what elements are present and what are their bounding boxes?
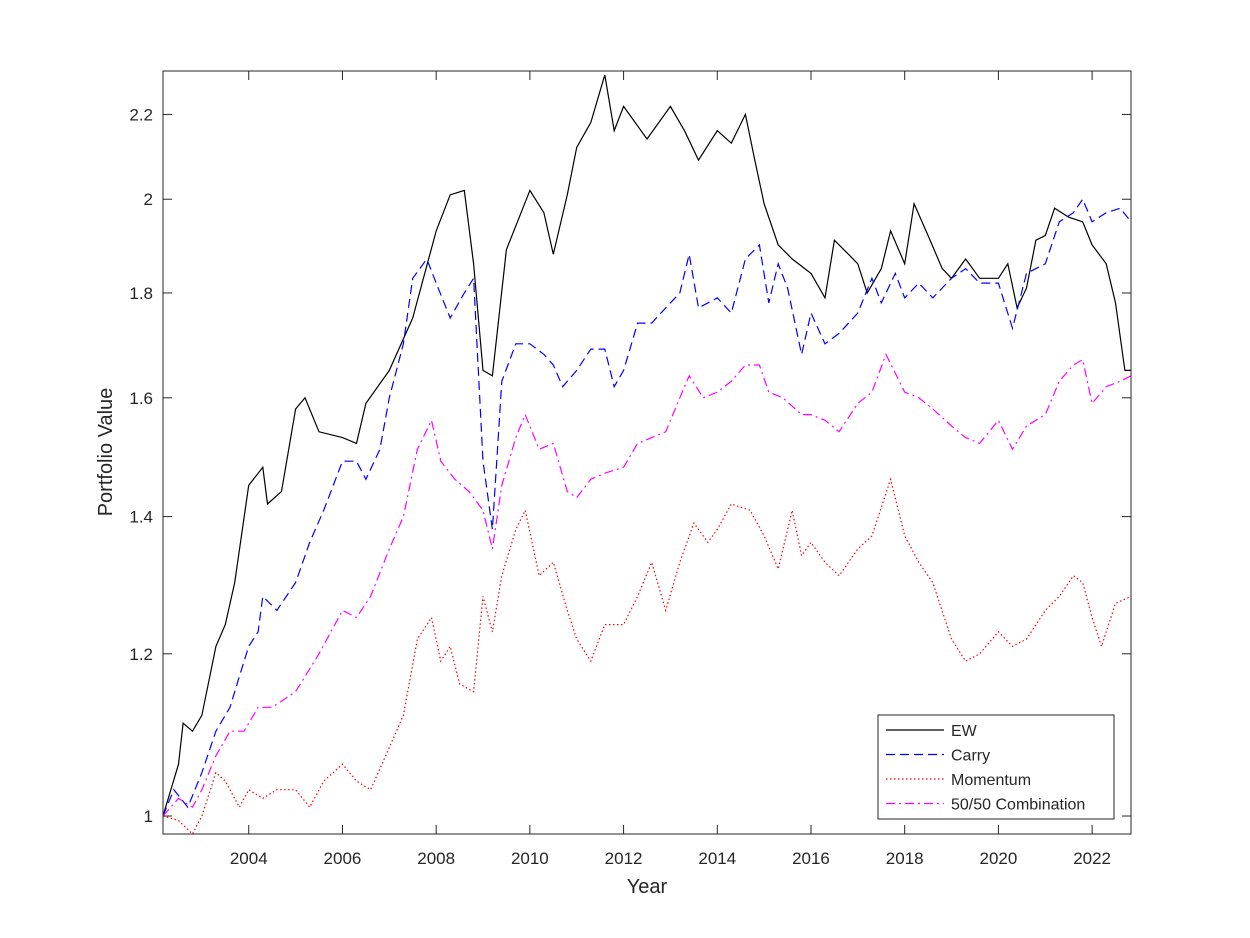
x-tick-label: 2018	[886, 849, 924, 868]
y-tick-label: 1.2	[129, 645, 153, 664]
x-tick-label: 2022	[1073, 849, 1111, 868]
legend-label-0: EW	[951, 723, 978, 740]
x-tick-label: 2006	[324, 849, 362, 868]
y-tick-label: 1.8	[129, 284, 153, 303]
x-tick-label: 2020	[979, 849, 1017, 868]
y-tick-label: 1.4	[129, 508, 153, 527]
legend-label-2: Momentum	[951, 772, 1031, 789]
x-tick-label: 2008	[417, 849, 455, 868]
plot-area-frame	[162, 70, 1132, 835]
x-tick-label: 2016	[792, 849, 830, 868]
series-line-1	[162, 197, 1132, 817]
legend: EW Carry Momentum 50/50 Combination	[877, 714, 1115, 820]
x-axis-label: Year	[627, 876, 668, 898]
x-tick-label: 2010	[511, 849, 549, 868]
legend-label-1: Carry	[951, 748, 990, 765]
tick-layer: 2004 2006 2008 2010 2012 2014 2016 2018 2020 2022…	[129, 71, 1131, 868]
y-tick-label: 1	[144, 807, 153, 826]
x-tick-label: 2004	[230, 849, 268, 868]
y-tick-label: 2	[144, 190, 153, 209]
series-line-3	[162, 352, 1132, 817]
y-tick-label: 2.2	[129, 105, 153, 124]
x-tick-label: 2012	[605, 849, 643, 868]
y-axis-label: Portfolio Value	[95, 388, 117, 517]
legend-box	[877, 714, 1115, 820]
y-tick-label: 1.6	[129, 389, 153, 408]
series-line-0	[162, 74, 1131, 817]
legend-label-3: 50/50 Combination	[951, 797, 1085, 814]
x-tick-label: 2014	[698, 849, 736, 868]
series-layer	[162, 74, 1132, 835]
